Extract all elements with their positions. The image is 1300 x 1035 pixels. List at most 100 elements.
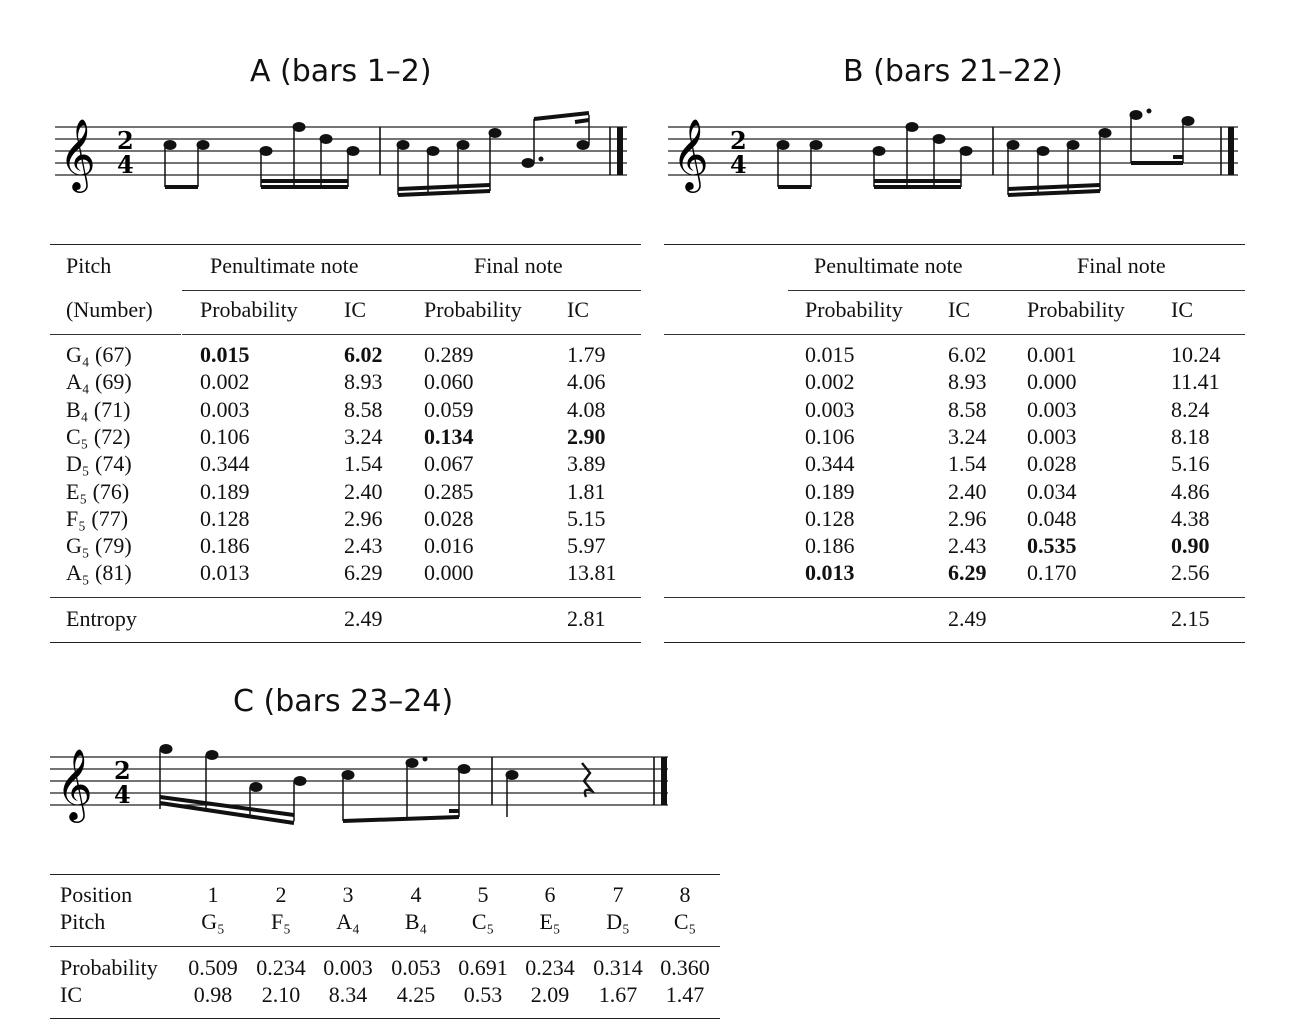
penultimate-probability-cell: 0.015 [805, 342, 855, 367]
final-probability-cell: 0.028 [424, 505, 474, 531]
final-ic-cell: 4.08 [567, 396, 606, 422]
probability-cell: 0.360 [660, 955, 710, 980]
pitch-cell: A₄ (69) [66, 369, 132, 395]
final-probability-cell: 0.003 [1027, 396, 1077, 422]
panel-a-number-header: (Number) [66, 297, 153, 322]
pitch-cell: G₄ (67) [66, 342, 132, 367]
penultimate-probability-cell: 0.013 [805, 560, 855, 586]
panel-c-staff: 𝄞 2 4 [50, 744, 668, 825]
final-probability-cell: 0.285 [424, 478, 474, 504]
quarter-rest-icon [581, 762, 596, 798]
panel-b-top-rule [664, 244, 1245, 245]
penultimate-probability-cell: 0.003 [805, 396, 855, 422]
probability-cell: 0.003 [323, 955, 373, 980]
panel-b-penultimate-header: Penultimate note [814, 253, 963, 278]
panel-b-entropy-fin: 2.15 [1171, 606, 1210, 631]
panel-c-bottom-rule [50, 1018, 720, 1019]
final-probability-cell: 0.048 [1027, 505, 1077, 531]
panel-a-pen-prob-header: Probability [200, 297, 298, 322]
panel-a-fin-prob-header: Probability [424, 297, 522, 322]
final-probability-cell: 0.535 [1027, 533, 1077, 559]
probability-cell: 0.509 [188, 955, 238, 980]
final-ic-cell: 13.81 [567, 560, 617, 586]
position-cell: 8 [679, 882, 691, 907]
pitch-cell: F₅ (77) [66, 505, 129, 531]
panel-a-pen-ic-header: IC [344, 297, 366, 322]
panel-a-header-rule [182, 290, 641, 291]
final-ic-cell: 1.81 [567, 478, 606, 504]
position-cell: 5 [477, 882, 489, 907]
penultimate-probability-cell: 0.015 [200, 342, 250, 367]
probability-cell: 0.314 [593, 955, 643, 980]
panel-b-staff: 𝄞 2 4 [668, 108, 1238, 197]
panel-a-body-rule [50, 597, 641, 598]
penultimate-probability-cell: 0.189 [805, 478, 855, 504]
final-ic-cell: 8.18 [1171, 423, 1210, 449]
panel-a-top-rule [50, 244, 641, 245]
ic-cell: 1.47 [665, 982, 705, 1007]
panel-a-pitch-rule [50, 334, 181, 335]
final-ic-cell: 11.41 [1171, 369, 1220, 395]
panel-c-title: C (bars 23–24) [233, 684, 454, 719]
pitch-cell: A₄ [336, 909, 360, 934]
ic-cell: 4.25 [396, 982, 436, 1007]
penultimate-probability-cell: 0.002 [200, 369, 250, 395]
panel-a-final-header: Final note [474, 253, 563, 278]
probability-cell: 0.053 [391, 955, 441, 980]
penultimate-ic-cell: 8.93 [948, 369, 987, 395]
pitch-cell: F₅ [271, 909, 291, 934]
penultimate-ic-cell: 2.40 [344, 478, 383, 504]
panel-c-probability-label: Probability [60, 955, 158, 980]
final-ic-cell: 4.86 [1171, 478, 1210, 504]
penultimate-probability-cell: 0.186 [200, 533, 250, 559]
penultimate-ic-cell: 3.24 [948, 423, 987, 449]
final-ic-cell: 4.06 [567, 369, 606, 395]
final-probability-cell: 0.289 [424, 342, 474, 367]
svg-text:4: 4 [730, 150, 747, 179]
penultimate-probability-cell: 0.344 [805, 451, 855, 477]
ic-cell: 8.34 [328, 982, 368, 1007]
panel-b-header-rule [788, 290, 1245, 291]
penultimate-ic-cell: 8.58 [344, 396, 383, 422]
penultimate-ic-cell: 2.40 [948, 478, 987, 504]
penultimate-ic-cell: 2.43 [948, 533, 987, 559]
penultimate-probability-cell: 0.344 [200, 451, 250, 477]
penultimate-ic-cell: 8.58 [948, 396, 987, 422]
final-probability-cell: 0.000 [424, 560, 474, 586]
position-cell: 2 [275, 882, 287, 907]
panel-b-fin-prob-header: Probability [1027, 297, 1125, 322]
pitch-cell: G₅ (79) [66, 533, 132, 559]
panel-c-ic-label: IC [60, 982, 82, 1007]
position-cell: 6 [544, 882, 556, 907]
panel-b-body-rule [664, 597, 1245, 598]
final-ic-cell: 4.38 [1171, 505, 1210, 531]
panel-a-entropy-pen: 2.49 [344, 606, 383, 631]
panel-c-mid-rule [50, 946, 720, 947]
treble-clef-icon: 𝄞 [56, 747, 93, 823]
treble-clef-icon: 𝄞 [59, 117, 96, 193]
pitch-cell: D₅ [606, 909, 630, 934]
penultimate-ic-cell: 6.29 [344, 560, 383, 586]
panel-a-fin-ic-header: IC [567, 297, 589, 322]
ic-cell: 2.10 [261, 982, 301, 1007]
final-ic-cell: 5.97 [567, 533, 606, 559]
pitch-cell: B₄ (71) [66, 396, 131, 422]
panel-a-entropy-label: Entropy [66, 606, 137, 631]
panel-c-position-label: Position [60, 882, 133, 907]
panel-c-pitch-label: Pitch [60, 909, 106, 934]
final-probability-cell: 0.034 [1027, 478, 1077, 504]
ic-cell: 0.98 [193, 982, 233, 1007]
ic-cell: 2.09 [530, 982, 570, 1007]
penultimate-probability-cell: 0.186 [805, 533, 855, 559]
final-ic-cell: 8.24 [1171, 396, 1210, 422]
panel-c-top-rule [50, 874, 720, 875]
pitch-cell: E₅ (76) [66, 478, 130, 504]
final-ic-cell: 2.56 [1171, 560, 1210, 586]
probability-cell: 0.691 [458, 955, 508, 980]
probability-cell: 0.234 [256, 955, 306, 980]
penultimate-ic-cell: 3.24 [344, 423, 383, 449]
penultimate-probability-cell: 0.013 [200, 560, 250, 586]
ic-cell: 1.67 [598, 982, 638, 1007]
svg-text:2: 2 [114, 756, 131, 785]
final-ic-cell: 0.90 [1171, 533, 1210, 559]
